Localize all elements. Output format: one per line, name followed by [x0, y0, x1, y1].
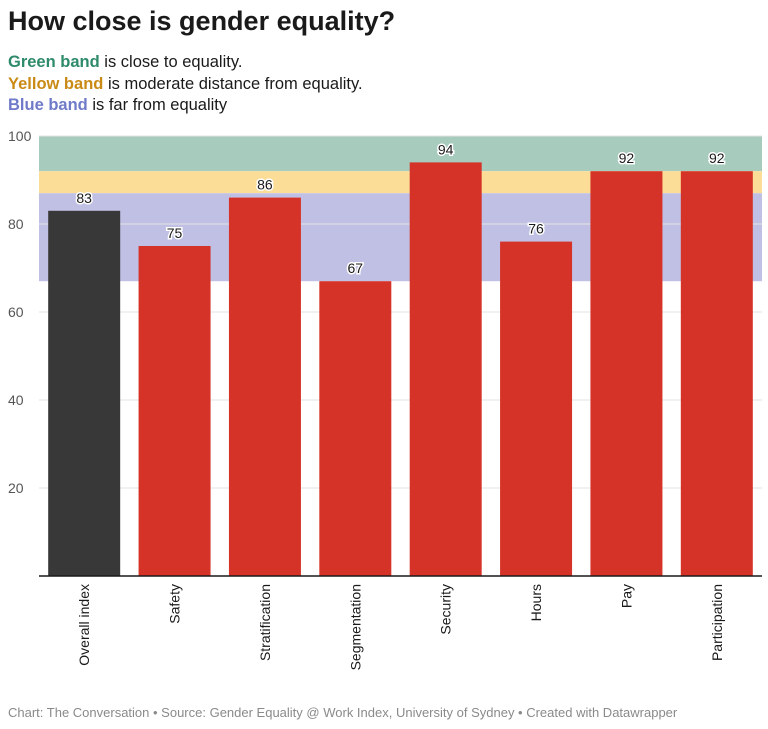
legend-yellow: Yellow band is moderate distance from eq… — [8, 74, 363, 96]
x-tick-label: Safety — [167, 584, 183, 624]
data-label: 83 — [76, 190, 92, 206]
y-tick-label: 100 — [8, 128, 32, 144]
data-label: 92 — [619, 150, 635, 166]
legend-blue: Blue band is far from equality — [8, 95, 363, 117]
data-label: 94 — [438, 141, 454, 157]
bar — [680, 171, 753, 576]
bar-chart: 20 40 60 80 100 83 Overall index 75 Safety 86 Stra… — [8, 128, 762, 670]
equality-band-0 — [39, 136, 762, 172]
data-label: 92 — [709, 150, 725, 166]
chart-title: How close is gender equality? — [8, 6, 396, 36]
x-tick-label: Segmentation — [347, 584, 363, 670]
bar — [48, 210, 121, 577]
x-tick-label: Pay — [618, 584, 634, 608]
bar — [228, 197, 301, 576]
legend-green-text: is close to equality. — [99, 53, 243, 71]
legend-green: Green band is close to equality. — [8, 52, 363, 74]
data-label: 67 — [348, 260, 364, 276]
legend-blue-text: is far from equality — [87, 96, 228, 114]
y-tick-label: 60 — [8, 304, 24, 320]
bar — [590, 171, 663, 576]
band-legend: Green band is close to equality. Yellow … — [8, 52, 363, 117]
legend-yellow-key: Yellow band — [8, 74, 104, 93]
equality-band-1 — [39, 171, 762, 194]
bar — [319, 281, 392, 576]
bar — [138, 246, 211, 576]
data-label: 75 — [167, 225, 183, 241]
y-tick-label: 40 — [8, 392, 24, 408]
data-label: 76 — [528, 221, 544, 237]
chart-footer: Chart: The Conversation • Source: Gender… — [8, 705, 678, 720]
legend-yellow-text: is moderate distance from equality. — [103, 74, 363, 93]
x-tick-label: Hours — [528, 584, 544, 621]
x-tick-label: Overall index — [76, 584, 92, 666]
legend-blue-key: Blue band — [8, 96, 88, 114]
legend-green-key: Green band — [8, 53, 100, 71]
y-tick-label: 20 — [8, 480, 24, 496]
y-tick-label: 80 — [8, 216, 24, 232]
data-label: 86 — [257, 177, 273, 193]
x-tick-label: Participation — [709, 584, 725, 661]
bar — [409, 162, 482, 576]
x-tick-label: Security — [438, 584, 454, 635]
x-tick-label: Stratification — [257, 584, 273, 661]
bar — [500, 241, 573, 576]
